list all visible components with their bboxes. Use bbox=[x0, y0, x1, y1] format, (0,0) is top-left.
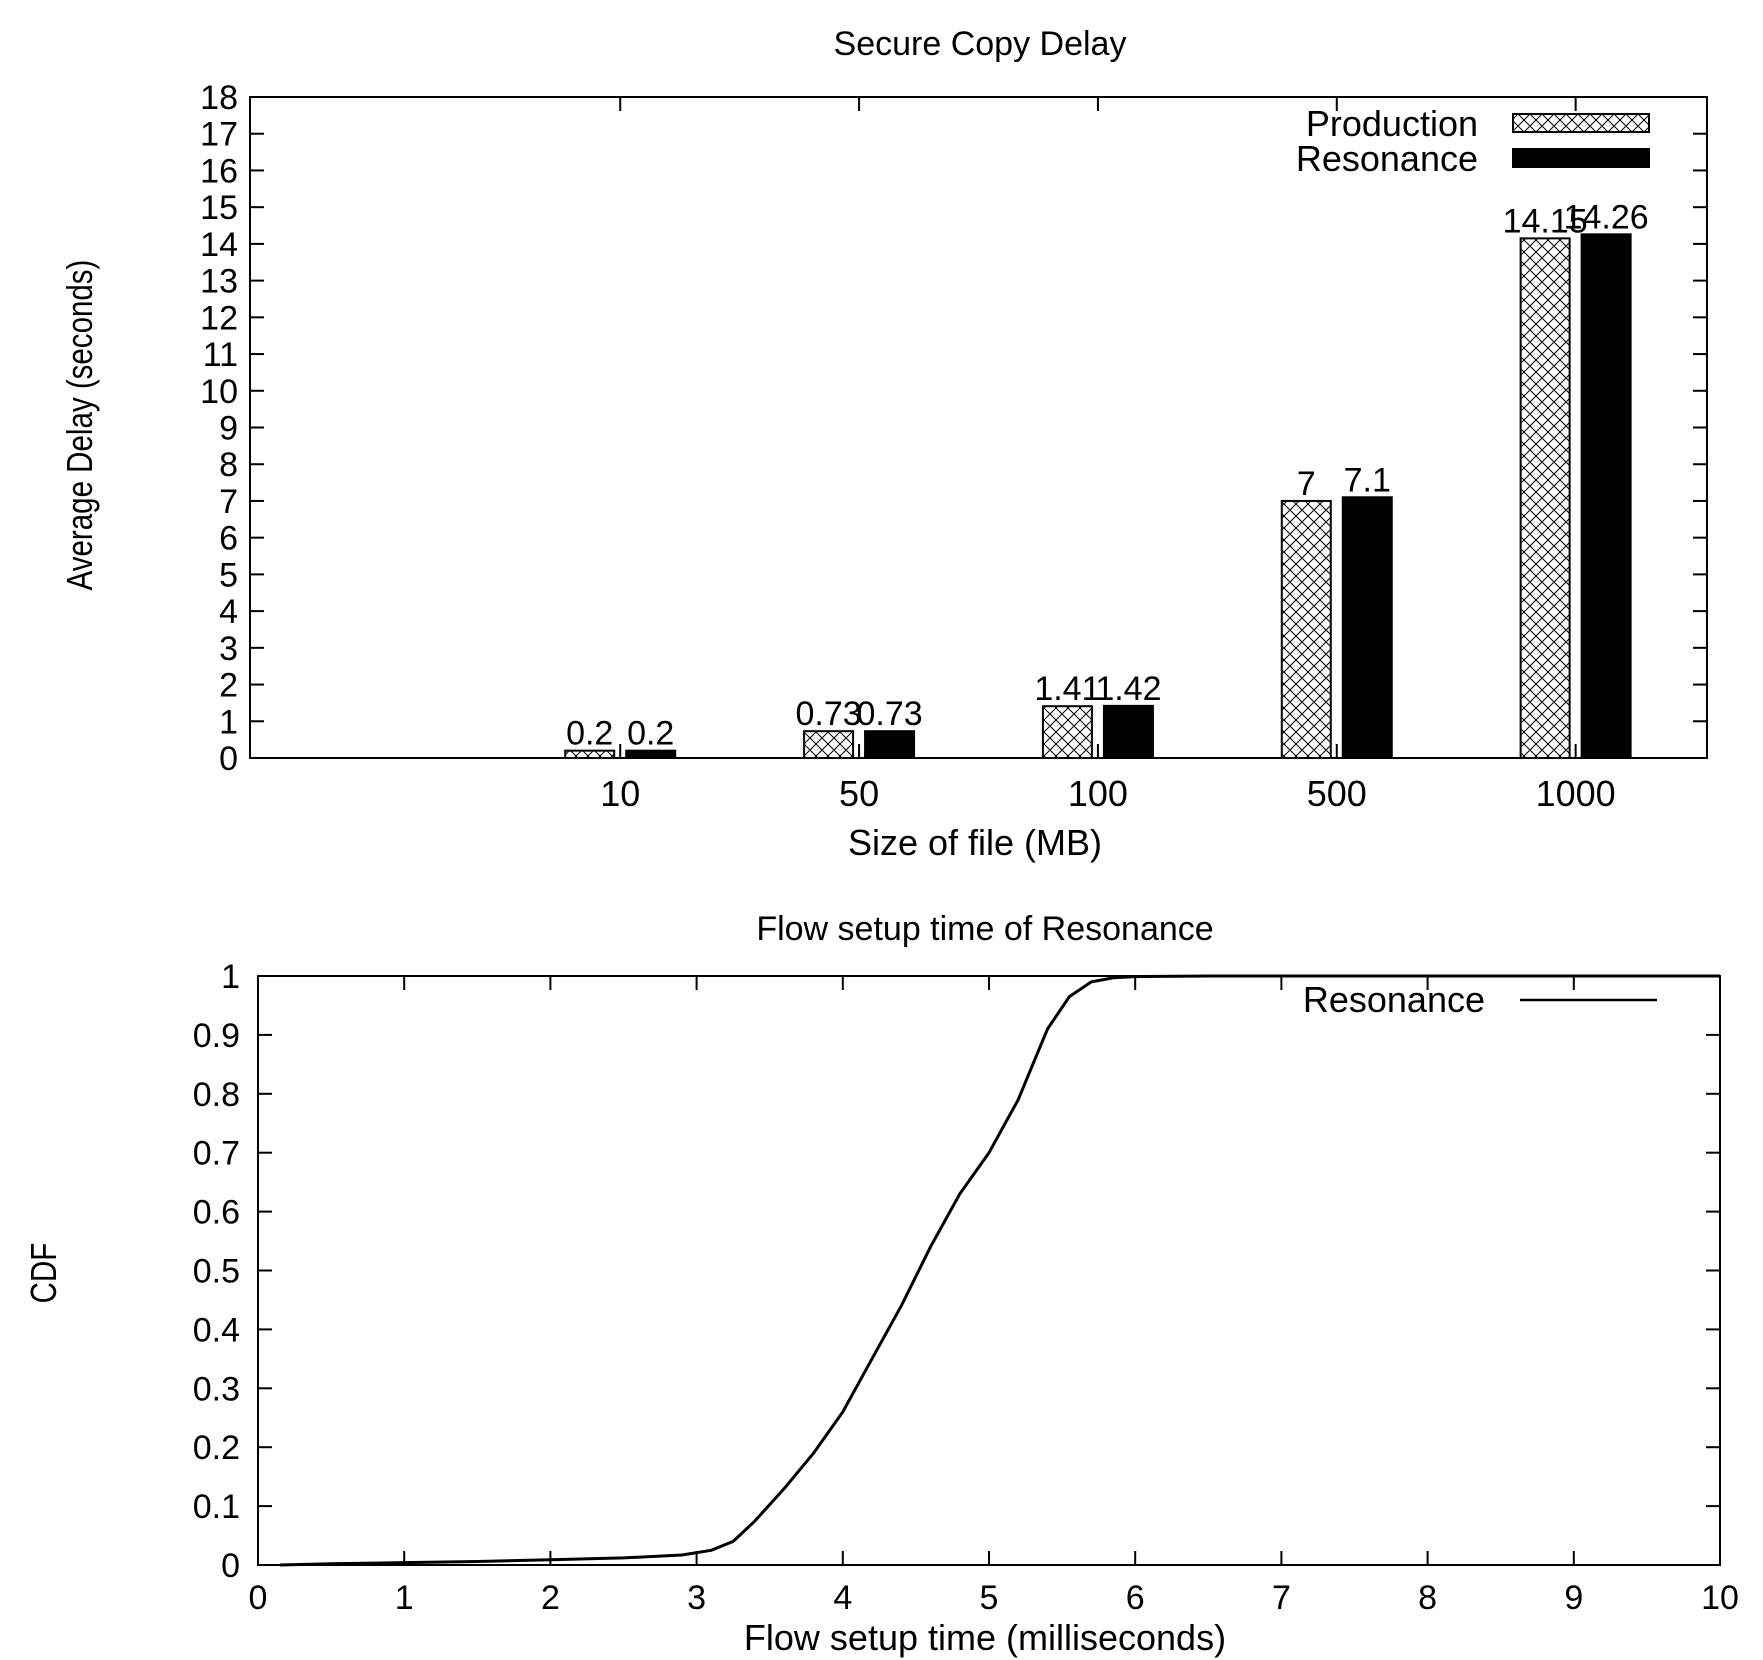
bar-value-label: 0.73 bbox=[856, 695, 922, 733]
bar-chart-xlabel: Size of file (MB) bbox=[848, 822, 1102, 863]
y-tick-label: 0.5 bbox=[193, 1253, 240, 1291]
legend-label-resonance: Resonance bbox=[1296, 138, 1478, 179]
x-tick-label: 10 bbox=[1701, 1579, 1739, 1617]
y-tick-label: 3 bbox=[219, 630, 238, 668]
x-tick-label: 500 bbox=[1307, 773, 1367, 814]
bar-value-label: 1.41 bbox=[1034, 670, 1100, 708]
x-tick-label: 0 bbox=[249, 1579, 268, 1617]
x-tick-label: 9 bbox=[1564, 1579, 1583, 1617]
x-tick-label: 7 bbox=[1272, 1579, 1291, 1617]
legend-label-resonance-cdf: Resonance bbox=[1303, 979, 1485, 1020]
y-tick-label: 13 bbox=[200, 263, 238, 301]
bar-value-label: 1.42 bbox=[1095, 670, 1161, 708]
y-tick-label: 10 bbox=[200, 373, 238, 411]
cdf-chart-xlabel: Flow setup time (milliseconds) bbox=[744, 1617, 1226, 1658]
bar-value-label: 14.26 bbox=[1564, 198, 1649, 236]
bar-chart-ylabel: Average Delay (seconds) bbox=[59, 260, 99, 591]
y-tick-label: 0.9 bbox=[193, 1017, 240, 1055]
x-tick-label: 100 bbox=[1068, 773, 1128, 814]
legend-swatch-production bbox=[1512, 113, 1650, 133]
bar-resonance bbox=[625, 749, 677, 760]
x-tick-label: 5 bbox=[980, 1579, 999, 1617]
bar-chart-plot-frame bbox=[249, 96, 1708, 759]
y-tick-label: 0 bbox=[219, 740, 238, 778]
bar-resonance bbox=[1102, 704, 1154, 759]
y-tick-label: 2 bbox=[219, 667, 238, 705]
bar-production bbox=[1280, 499, 1332, 759]
bar-chart-bars: 0.2 0.73 1.41 7 14.15 0.2 0.73 1.42 7.1 14.26 bbox=[564, 198, 1649, 760]
cdf-chart: Flow setup time of Resonance CDF Flow se… bbox=[23, 910, 1739, 1658]
x-tick-label: 1 bbox=[395, 1579, 414, 1617]
y-tick-label: 0.3 bbox=[193, 1370, 240, 1408]
x-tick-label: 3 bbox=[687, 1579, 706, 1617]
y-tick-label: 0.4 bbox=[193, 1311, 240, 1349]
y-tick-label: 0.7 bbox=[193, 1135, 240, 1173]
y-tick-label: 5 bbox=[219, 556, 238, 594]
cdf-chart-ylabel: CDF bbox=[23, 1243, 63, 1304]
y-tick-label: 0 bbox=[221, 1547, 240, 1585]
bar-value-label: 0.2 bbox=[566, 715, 613, 753]
bar-value-label: 7 bbox=[1297, 465, 1316, 503]
y-tick-label: 4 bbox=[219, 593, 238, 631]
bar-production bbox=[803, 730, 855, 759]
y-tick-label: 18 bbox=[200, 79, 238, 117]
bar-chart-title: Secure Copy Delay bbox=[834, 25, 1127, 63]
y-tick-label: 0.2 bbox=[193, 1429, 240, 1467]
bar-value-label: 0.73 bbox=[795, 695, 861, 733]
cdf-chart-plot-frame bbox=[257, 975, 1721, 1566]
y-tick-label: 1 bbox=[219, 703, 238, 741]
bar-resonance bbox=[1580, 233, 1632, 759]
cdf-line-resonance bbox=[279, 974, 1720, 1567]
y-tick-label: 14 bbox=[200, 226, 238, 264]
bar-resonance bbox=[1341, 496, 1393, 759]
x-tick-label: 2 bbox=[541, 1579, 560, 1617]
y-tick-label: 0.1 bbox=[193, 1488, 240, 1526]
x-tick-label: 4 bbox=[833, 1579, 852, 1617]
cdf-chart-series bbox=[279, 974, 1720, 1567]
cdf-chart-y-axis: 0 0.1 0.2 0.3 0.4 0.5 0.6 0.7 0.8 0.9 1 bbox=[193, 958, 1720, 1585]
y-tick-label: 0.6 bbox=[193, 1194, 240, 1232]
y-tick-label: 12 bbox=[200, 299, 238, 337]
legend-swatch-resonance bbox=[1512, 148, 1650, 168]
bar-chart-legend: Production Resonance bbox=[1296, 103, 1650, 179]
bar-chart: Secure Copy Delay Average Delay (seconds… bbox=[59, 25, 1708, 863]
bar-resonance bbox=[864, 730, 916, 759]
x-tick-label: 50 bbox=[839, 773, 879, 814]
bar-production bbox=[1041, 705, 1093, 760]
y-tick-label: 0.8 bbox=[193, 1076, 240, 1114]
bar-value-label: 0.2 bbox=[627, 715, 674, 753]
bar-chart-x-axis: 10 50 100 500 1000 bbox=[600, 97, 1616, 814]
x-tick-label: 8 bbox=[1418, 1579, 1437, 1617]
x-tick-label: 1000 bbox=[1536, 773, 1616, 814]
bar-production bbox=[564, 749, 616, 760]
bar-value-label: 7.1 bbox=[1344, 461, 1391, 499]
y-tick-label: 15 bbox=[200, 189, 238, 227]
bar-value-label: 14.15 bbox=[1503, 202, 1588, 240]
x-tick-label: 10 bbox=[600, 773, 640, 814]
y-tick-label: 11 bbox=[203, 336, 238, 374]
cdf-chart-title: Flow setup time of Resonance bbox=[756, 910, 1213, 948]
cdf-chart-legend: Resonance bbox=[1303, 979, 1657, 1020]
y-tick-label: 7 bbox=[219, 483, 238, 521]
cdf-chart-x-axis: 0 1 2 3 4 5 6 7 8 9 10 bbox=[249, 976, 1739, 1617]
y-tick-label: 16 bbox=[200, 152, 238, 190]
y-tick-label: 6 bbox=[219, 520, 238, 558]
y-tick-label: 9 bbox=[219, 410, 238, 448]
x-tick-label: 6 bbox=[1126, 1579, 1145, 1617]
y-tick-label: 1 bbox=[221, 958, 240, 996]
y-tick-label: 17 bbox=[200, 116, 238, 154]
legend-label-production: Production bbox=[1306, 103, 1478, 144]
bar-production bbox=[1519, 237, 1571, 759]
y-tick-label: 8 bbox=[219, 446, 238, 484]
